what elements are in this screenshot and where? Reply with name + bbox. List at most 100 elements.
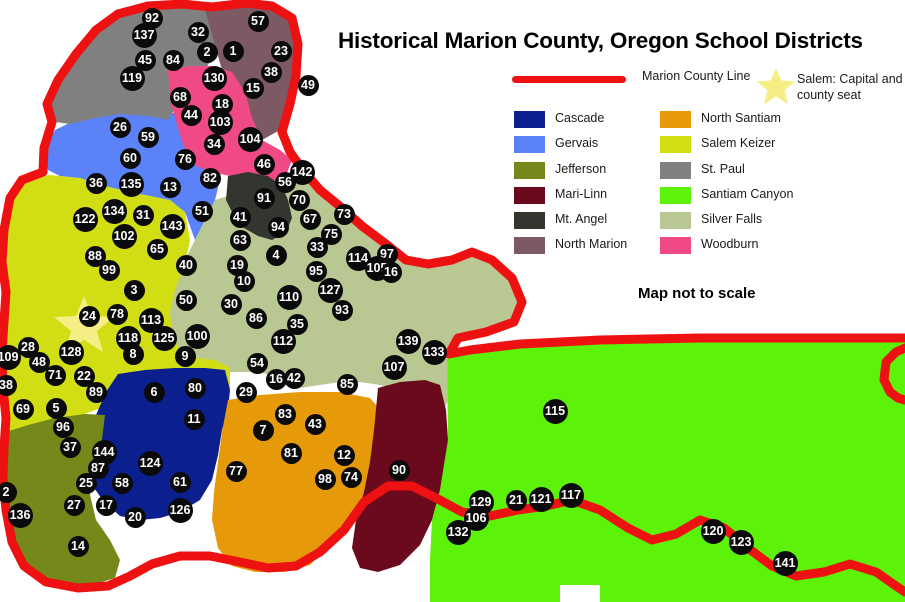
district-marker-29[interactable]: 29: [235, 381, 257, 403]
district-marker-119[interactable]: 119: [119, 65, 145, 91]
district-marker-76[interactable]: 76: [174, 148, 196, 170]
district-marker-50[interactable]: 50: [175, 289, 197, 311]
legend-item-cascade[interactable]: Cascade: [514, 110, 694, 135]
district-marker-3[interactable]: 3: [123, 279, 145, 301]
district-marker-16b[interactable]: 16: [265, 368, 287, 390]
legend-item-silver-falls[interactable]: Silver Falls: [660, 211, 840, 236]
district-marker-27[interactable]: 27: [63, 494, 85, 516]
district-marker-104[interactable]: 104: [237, 126, 263, 152]
district-marker-58[interactable]: 58: [111, 472, 133, 494]
district-marker-82[interactable]: 82: [199, 167, 221, 189]
legend-item-gervais[interactable]: Gervais: [514, 135, 694, 160]
district-marker-57[interactable]: 57: [247, 10, 269, 32]
district-marker-100[interactable]: 100: [184, 323, 210, 349]
district-marker-36[interactable]: 36: [85, 172, 107, 194]
district-marker-102[interactable]: 102: [111, 223, 137, 249]
legend-item-st-paul[interactable]: St. Paul: [660, 161, 840, 186]
district-marker-78[interactable]: 78: [106, 303, 128, 325]
district-marker-23[interactable]: 23: [270, 40, 292, 62]
district-marker-115[interactable]: 115: [542, 398, 568, 424]
district-marker-127[interactable]: 127: [317, 277, 343, 303]
district-marker-132[interactable]: 132: [445, 519, 471, 545]
district-marker-81[interactable]: 81: [280, 442, 302, 464]
district-marker-73[interactable]: 73: [333, 203, 355, 225]
district-marker-24[interactable]: 24: [78, 305, 100, 327]
district-marker-68[interactable]: 68: [169, 86, 191, 108]
district-marker-22[interactable]: 22: [73, 365, 95, 387]
district-marker-60[interactable]: 60: [119, 147, 141, 169]
district-marker-35[interactable]: 35: [286, 313, 308, 335]
district-marker-123[interactable]: 123: [728, 529, 754, 555]
district-marker-16[interactable]: 16: [380, 261, 402, 283]
district-marker-32[interactable]: 32: [187, 21, 209, 43]
legend-item-north-marion[interactable]: North Marion: [514, 236, 694, 261]
district-marker-38[interactable]: 38: [260, 61, 282, 83]
legend-item-north-santiam[interactable]: North Santiam: [660, 110, 840, 135]
district-marker-86[interactable]: 86: [245, 307, 267, 329]
district-marker-136[interactable]: 136: [7, 502, 33, 528]
district-marker-96[interactable]: 96: [52, 416, 74, 438]
district-marker-40[interactable]: 40: [175, 254, 197, 276]
district-marker-15[interactable]: 15: [242, 77, 264, 99]
district-marker-19[interactable]: 19: [226, 254, 248, 276]
district-marker-125[interactable]: 125: [151, 325, 177, 351]
district-marker-7[interactable]: 7: [252, 419, 274, 441]
district-marker-6[interactable]: 6: [143, 381, 165, 403]
district-marker-13[interactable]: 13: [159, 176, 181, 198]
district-marker-46[interactable]: 46: [253, 153, 275, 175]
district-marker-71[interactable]: 71: [44, 364, 66, 386]
district-marker-107[interactable]: 107: [381, 354, 407, 380]
district-marker-109[interactable]: 109: [0, 344, 21, 370]
legend-item-santiam-canyon[interactable]: Santiam Canyon: [660, 186, 840, 211]
district-marker-18[interactable]: 18: [211, 93, 233, 115]
district-marker-37[interactable]: 37: [59, 436, 81, 458]
district-marker-48[interactable]: 48: [28, 351, 50, 373]
district-marker-30[interactable]: 30: [220, 293, 242, 315]
district-marker-90[interactable]: 90: [388, 459, 410, 481]
district-marker-67[interactable]: 67: [299, 208, 321, 230]
legend-item-mt-angel[interactable]: Mt. Angel: [514, 211, 694, 236]
district-marker-130[interactable]: 130: [201, 65, 227, 91]
district-marker-33[interactable]: 33: [306, 236, 328, 258]
district-marker-133[interactable]: 133: [421, 339, 447, 365]
district-marker-124[interactable]: 124: [137, 450, 163, 476]
district-marker-85[interactable]: 85: [336, 373, 358, 395]
district-marker-83[interactable]: 83: [274, 403, 296, 425]
district-marker-121[interactable]: 121: [528, 486, 554, 512]
district-marker-103[interactable]: 103: [207, 109, 233, 135]
district-marker-9[interactable]: 9: [174, 345, 196, 367]
legend-item-salem-keizer[interactable]: Salem Keizer: [660, 135, 840, 160]
district-marker-69[interactable]: 69: [12, 398, 34, 420]
district-marker-56[interactable]: 56: [274, 171, 296, 193]
legend-item-woodburn[interactable]: Woodburn: [660, 236, 840, 261]
district-marker-120[interactable]: 120: [700, 518, 726, 544]
district-marker-112[interactable]: 112: [270, 328, 296, 354]
district-marker-117[interactable]: 117: [558, 482, 584, 508]
district-marker-65[interactable]: 65: [146, 238, 168, 260]
district-marker-74[interactable]: 74: [340, 466, 362, 488]
district-marker-61[interactable]: 61: [169, 471, 191, 493]
district-marker-41[interactable]: 41: [229, 206, 251, 228]
district-marker-106[interactable]: 106: [463, 505, 489, 531]
district-marker-99[interactable]: 99: [98, 259, 120, 281]
district-marker-51[interactable]: 51: [191, 200, 213, 222]
district-marker-11[interactable]: 11: [183, 408, 205, 430]
district-marker-139[interactable]: 139: [395, 328, 421, 354]
district-marker-42[interactable]: 42: [283, 367, 305, 389]
legend-item-mari-linn[interactable]: Mari-Linn: [514, 186, 694, 211]
district-marker-5[interactable]: 5: [45, 397, 67, 419]
district-marker-38b[interactable]: 38: [0, 374, 17, 396]
district-marker-31[interactable]: 31: [132, 204, 154, 226]
district-marker-17[interactable]: 17: [95, 494, 117, 516]
district-marker-110[interactable]: 110: [276, 284, 302, 310]
district-marker-14[interactable]: 14: [67, 535, 89, 557]
district-marker-84[interactable]: 84: [162, 49, 184, 71]
district-marker-20[interactable]: 20: [124, 506, 146, 528]
district-marker-98[interactable]: 98: [314, 468, 336, 490]
district-marker-21[interactable]: 21: [505, 489, 527, 511]
district-marker-43[interactable]: 43: [304, 413, 326, 435]
district-marker-89[interactable]: 89: [85, 381, 107, 403]
district-marker-75[interactable]: 75: [320, 223, 342, 245]
district-marker-10[interactable]: 10: [233, 270, 255, 292]
district-marker-45[interactable]: 45: [134, 49, 156, 71]
